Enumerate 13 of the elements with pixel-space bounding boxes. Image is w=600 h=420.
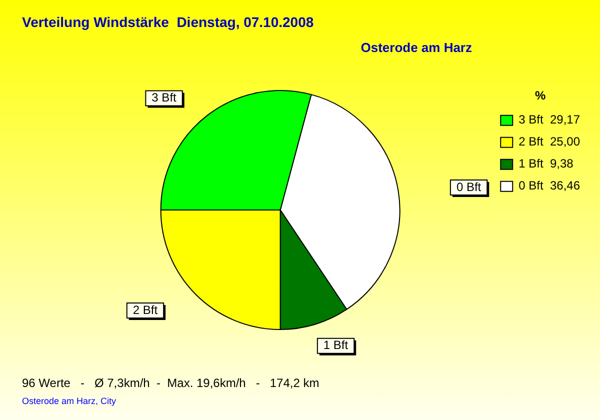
category-label: 2 Bft 25,00 [518,134,580,149]
slice-label: 1 Bft [323,338,349,352]
text: Osterode am Harz, City [22,396,116,406]
chart-title: Verteilung Windstärke Dienstag, 07.10.2008 [22,14,314,30]
category-label: 0 Bft 36,46 [518,178,580,193]
category-label: 3 Bft 29,17 [518,112,580,127]
category-label: 1 Bft 9,38 [518,156,574,171]
slice-label: 2 Bft [132,302,158,317]
text: 96 Werte - Ø 7,3km/h - Max. 19,6km/h - 174,2 km [22,376,320,390]
slice-label: 3 Bft [152,90,178,105]
legend-label: 0 Bft [456,180,482,194]
legend-title: % [534,88,546,102]
chart-subtitle: Osterode am Harz [360,40,472,55]
